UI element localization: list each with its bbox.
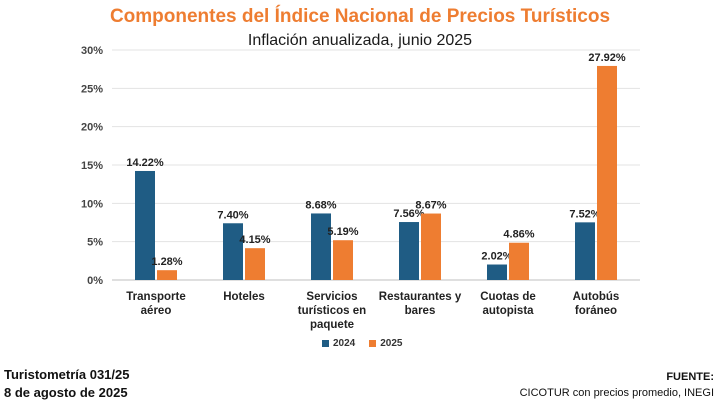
x-category-label: Cuotas de xyxy=(480,291,536,303)
bar-2024 xyxy=(575,222,595,280)
y-tick-label: 25% xyxy=(81,83,103,95)
data-label: 4.86% xyxy=(503,229,534,241)
legend-swatch-2025 xyxy=(369,340,377,347)
legend-label-2024: 2024 xyxy=(333,338,356,349)
data-label: 2.02% xyxy=(481,251,512,263)
data-label: 27.92% xyxy=(588,52,626,64)
bar-2025 xyxy=(597,65,617,281)
y-tick-label: 15% xyxy=(81,160,103,172)
bar-2025 xyxy=(421,213,441,280)
x-category-label: Restaurantes y xyxy=(379,291,462,303)
bar-2025 xyxy=(333,240,353,280)
data-label: 7.52% xyxy=(569,208,600,220)
y-tick-label: 0% xyxy=(87,275,103,287)
publication-info: Turistometría 031/25 8 de agosto de 2025 xyxy=(4,366,129,402)
data-label: 8.68% xyxy=(305,199,336,211)
source-text: CICOTUR con precios promedio, INEGI xyxy=(519,387,714,399)
data-label: 14.22% xyxy=(126,157,164,169)
y-tick-label: 5% xyxy=(87,237,103,249)
x-category-label: Hoteles xyxy=(223,291,265,303)
x-category-label: Transporte xyxy=(126,291,185,303)
bar-2024 xyxy=(135,170,155,280)
bar-2025 xyxy=(157,270,177,280)
source-label: FUENTE: xyxy=(666,371,714,383)
x-category-label: autopista xyxy=(482,305,534,317)
data-label: 5.19% xyxy=(327,226,358,238)
legend-item-2024: 2024 xyxy=(322,338,355,349)
source-note: FUENTE: CICOTUR con precios promedio, IN… xyxy=(520,369,714,401)
bar-2025 xyxy=(245,248,265,280)
legend: 2024 2025 xyxy=(322,338,403,349)
data-label: 4.15% xyxy=(239,234,270,246)
publication-date: 8 de agosto de 2025 xyxy=(4,385,128,400)
legend-item-2025: 2025 xyxy=(369,338,403,349)
legend-label-2025: 2025 xyxy=(380,338,403,349)
publication-number: Turistometría 031/25 xyxy=(4,367,130,382)
chart-subtitle: Inflación anualizada, junio 2025 xyxy=(247,32,473,49)
y-tick-label: 20% xyxy=(81,122,103,134)
bar-2024 xyxy=(223,223,243,280)
data-label: 1.28% xyxy=(151,256,182,268)
chart-title: Componentes del Índice Nacional de Preci… xyxy=(109,6,611,27)
x-category-label: aéreo xyxy=(141,305,172,317)
data-label: 8.67% xyxy=(415,200,446,212)
bar-2024 xyxy=(311,213,331,280)
x-category-label: Servicios xyxy=(306,291,357,303)
x-category-label: paquete xyxy=(310,319,354,331)
y-tick-label: 30% xyxy=(81,45,103,57)
x-category-label: foráneo xyxy=(575,305,617,317)
x-category-label: Autobús xyxy=(573,291,620,303)
data-label: 7.40% xyxy=(217,209,248,221)
x-category-label: turísticos en xyxy=(298,305,366,317)
data-label: 7.56% xyxy=(393,208,424,220)
bar-2024 xyxy=(487,264,507,280)
legend-swatch-2024 xyxy=(322,340,329,347)
y-tick-label: 10% xyxy=(81,198,103,210)
x-category-label: bares xyxy=(405,305,436,317)
bar-2024 xyxy=(399,222,419,280)
bar-2025 xyxy=(509,242,529,280)
